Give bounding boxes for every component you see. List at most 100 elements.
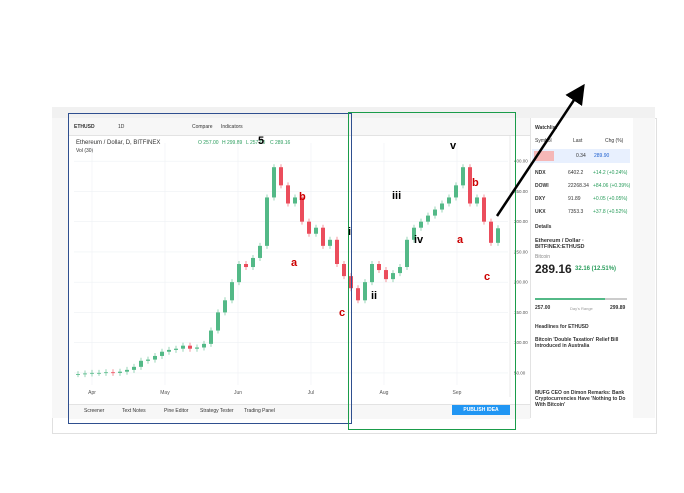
candle	[489, 221, 493, 243]
ohlc: L 257.00	[246, 140, 266, 146]
candle	[286, 185, 290, 204]
x-tick-label: Aug	[380, 390, 389, 396]
cell[interactable]: UKX	[535, 209, 546, 215]
range-label: Day's Range	[570, 306, 593, 311]
tab[interactable]: Trading Panel	[244, 408, 275, 414]
wave-label: b	[299, 191, 306, 203]
cell: 22268.34	[568, 183, 589, 189]
y-tick-label: 400.00	[514, 159, 528, 164]
candle	[104, 372, 108, 374]
candle	[90, 372, 94, 374]
cell[interactable]: DXY	[535, 196, 546, 202]
cell: 0.34	[576, 153, 586, 159]
y-tick-label: 350.00	[514, 189, 528, 194]
candle	[195, 347, 199, 349]
cell: +14.2 (+0.24%)	[593, 170, 628, 176]
wave-label: c	[484, 271, 491, 283]
candle	[111, 372, 115, 374]
candle	[174, 348, 178, 350]
tab[interactable]: Strategy Tester	[200, 408, 234, 414]
x-tick-label: Jun	[234, 390, 242, 396]
compare[interactable]: Compare	[192, 124, 213, 130]
candle	[181, 345, 185, 349]
symbol[interactable]: ETHUSD	[74, 124, 95, 130]
candle	[412, 227, 416, 240]
candle	[83, 373, 87, 375]
wave-label: a	[457, 234, 464, 246]
y-tick-label: 250.00	[514, 249, 528, 254]
candle	[496, 228, 500, 243]
candle	[209, 330, 213, 344]
cell[interactable]: NDX	[535, 170, 546, 176]
tab[interactable]: Pine Editor	[164, 408, 189, 414]
candle	[461, 167, 465, 186]
candle	[370, 264, 374, 283]
candle	[132, 366, 136, 370]
highlight-row	[532, 149, 630, 163]
candle	[307, 221, 311, 234]
red-tag	[534, 151, 554, 161]
candle	[475, 197, 479, 204]
candle	[188, 345, 192, 349]
column-header: Symbol	[535, 138, 552, 144]
ohlc: H 299.89	[222, 140, 243, 146]
candle	[405, 239, 409, 268]
right-panel	[530, 118, 633, 418]
candle	[363, 282, 367, 301]
candle	[146, 359, 150, 361]
candle	[153, 355, 157, 360]
cell: 289.90	[594, 153, 610, 159]
details-price: 289.16	[535, 262, 572, 276]
candle	[272, 167, 276, 198]
ohlc: O 257.00	[198, 140, 219, 146]
arrow	[495, 83, 585, 217]
candle	[258, 245, 262, 258]
bottom-bar	[68, 404, 530, 419]
chart-area: 50.00 100.00 150.00 200.00 250.00 300.00 350.0…	[74, 135, 528, 397]
candle	[321, 227, 325, 246]
headline[interactable]: Bitcoin 'Double Taxation' Relief Bill In…	[535, 337, 619, 349]
cell: 7353.3	[568, 209, 584, 215]
cell: +84.06 (+0.39%)	[593, 183, 631, 189]
candle	[398, 267, 402, 274]
candle	[419, 221, 423, 228]
wave-label: c	[339, 307, 346, 319]
candle	[244, 264, 248, 268]
cell: 6402.2	[568, 170, 584, 176]
cell: +37.8 (+0.52%)	[593, 209, 628, 215]
wave-label: b	[472, 177, 479, 189]
range-low: 257.00	[535, 305, 551, 311]
headline[interactable]: MUFG CEO on Dimon Remarks: Bank Cryptocu…	[535, 390, 626, 408]
wave-label: 5	[258, 135, 265, 147]
candle	[160, 351, 164, 356]
chart-title: Ethereum / Dollar, D, BITFINEX	[76, 140, 161, 146]
tab[interactable]: Screener	[84, 408, 105, 414]
publish-button[interactable]: PUBLISH IDEA	[452, 405, 510, 415]
candle	[139, 360, 143, 367]
candle	[251, 257, 255, 268]
wave-label: iv	[414, 234, 424, 246]
interval[interactable]: 1D	[118, 124, 125, 130]
candle	[377, 264, 381, 271]
candle	[230, 282, 234, 301]
candle	[384, 270, 388, 280]
y-tick-label: 200.00	[514, 280, 528, 285]
green-box	[348, 112, 516, 430]
candle	[223, 300, 227, 313]
candle	[293, 197, 297, 204]
candle	[237, 264, 241, 283]
indicators[interactable]: Indicators	[221, 124, 243, 130]
candle	[342, 264, 346, 277]
candle	[440, 203, 444, 210]
candle	[314, 227, 318, 234]
cell[interactable]: DOWI	[535, 183, 549, 189]
candle	[426, 215, 430, 222]
candle	[76, 374, 80, 375]
candle	[118, 371, 122, 373]
details-name: Ethereum / Dollar · BITFINEX:ETHUSD	[535, 238, 585, 250]
details-change: 32.16 (12.51%)	[575, 266, 617, 272]
candle	[265, 197, 269, 246]
tab[interactable]: Text Notes	[122, 408, 146, 414]
details-title: Details	[535, 224, 552, 230]
